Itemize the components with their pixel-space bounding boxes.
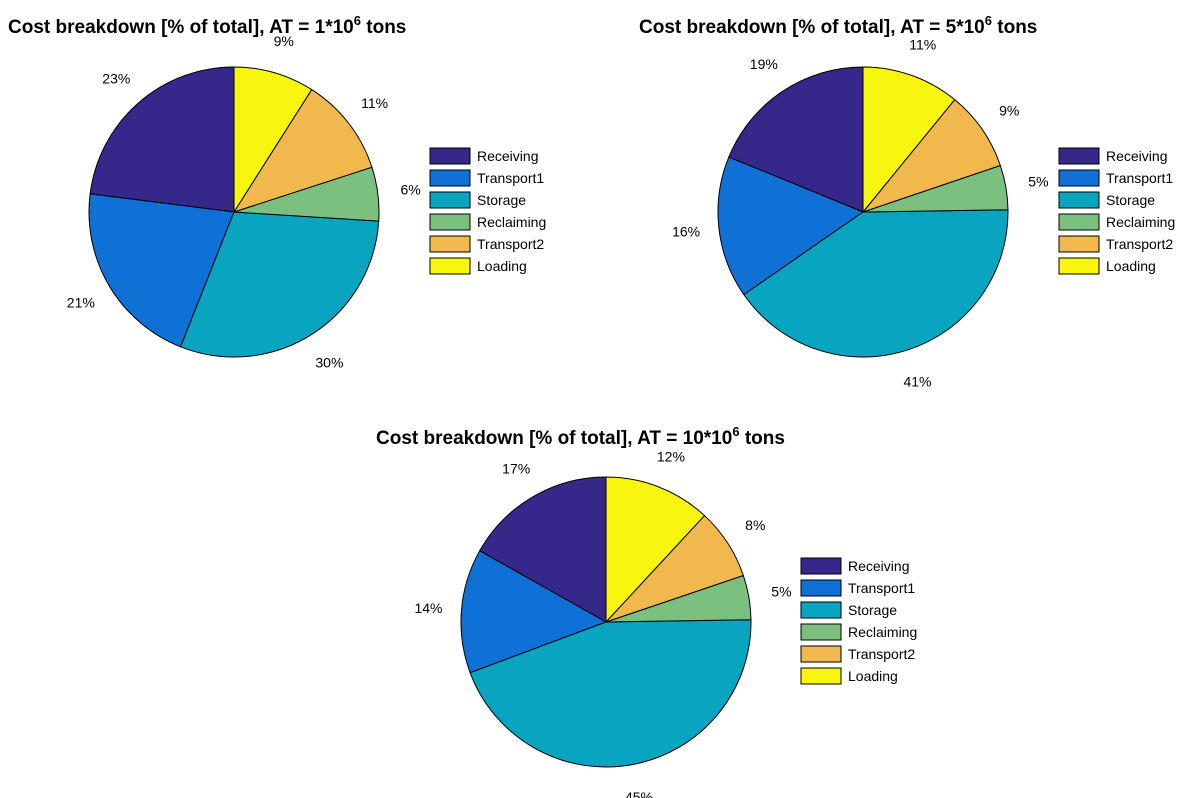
pie-slice-transport2 [861,98,1001,214]
slice-label-loading: 9% [274,33,294,49]
slice-label-reclaiming: 6% [400,182,420,198]
legend-label-loading: Loading [1106,258,1156,274]
legend-swatch-transport1 [429,169,471,187]
legend-label-receiving: Receiving [848,558,909,574]
legend-label-transport1: Transport1 [1106,170,1173,186]
slice-label-storage: 45% [625,789,653,798]
chart-title-superscript: 6 [732,424,739,439]
legend-swatch-transport1 [1058,169,1100,187]
legend-swatch-transport2 [800,645,842,663]
chart-title-main: Cost breakdown [% of total], AT = 5*10 [639,17,985,38]
pie-slice-loading [605,476,706,624]
chart-title-suffix: tons [992,17,1037,38]
legend-label-storage: Storage [477,192,526,208]
legend-swatch-transport2 [1058,235,1100,253]
slice-label-loading: 12% [657,448,685,464]
pie-slice-receiving [89,66,235,213]
legend-label-reclaiming: Reclaiming [477,214,546,230]
slice-label-transport2: 11% [361,95,388,111]
slice-label-transport1: 16% [672,223,700,239]
chart-title-superscript: 6 [354,13,361,28]
slice-label-receiving: 17% [502,460,530,476]
slice-label-reclaiming: 5% [1028,174,1048,190]
pie-slice-storage [743,209,1009,358]
legend-label-reclaiming: Reclaiming [1106,214,1175,230]
legend-label-storage: Storage [1106,192,1155,208]
pie-slice-receiving [478,476,607,623]
legend-swatch-loading [800,667,842,685]
chart-title: Cost breakdown [% of total], AT = 1*106 … [8,13,406,38]
slice-label-transport2: 9% [999,103,1019,119]
pie-chart-2: Cost breakdown [% of total], AT = 5*106 … [639,13,1175,390]
slice-label-storage: 41% [903,374,931,390]
legend-label-transport2: Transport2 [1106,236,1173,252]
pie-slice-loading [233,66,313,214]
pie-slice-receiving [728,66,864,213]
legend-label-receiving: Receiving [1106,148,1167,164]
chart-title-main: Cost breakdown [% of total], AT = 1*10 [8,17,354,38]
legend-label-transport2: Transport2 [477,236,544,252]
chart-title: Cost breakdown [% of total], AT = 10*106… [376,424,785,449]
pie-slice-transport1 [460,550,608,674]
slice-label-transport1: 14% [414,600,442,616]
legend-label-loading: Loading [477,258,527,274]
slice-label-storage: 30% [315,354,343,370]
chart-title-superscript: 6 [985,13,992,28]
legend: Receiving Transport1 Storage Reclaiming Tran… [800,557,917,685]
slice-label-transport1: 21% [67,295,95,311]
legend-label-transport1: Transport1 [848,580,915,596]
slice-label-reclaiming: 5% [771,584,791,600]
slice-label-transport2: 8% [745,517,765,533]
pie-slice-loading [862,66,956,214]
legend-label-loading: Loading [848,668,898,684]
slice-label-loading: 11% [909,36,936,52]
legend-swatch-loading [1058,257,1100,275]
pie-slice-transport2 [232,88,373,213]
pie-slice-transport1 [717,156,865,296]
legend-label-receiving: Receiving [477,148,538,164]
pie-chart-3: Cost breakdown [% of total], AT = 10*106… [376,424,917,798]
legend-label-transport2: Transport2 [848,646,915,662]
legend-swatch-storage [800,601,842,619]
pie-slice-storage [469,619,752,768]
legend-swatch-transport2 [429,235,471,253]
chart-title: Cost breakdown [% of total], AT = 5*106 … [639,13,1037,38]
legend-label-reclaiming: Reclaiming [848,624,917,640]
pie-slice-transport1 [88,193,235,348]
legend: Receiving Transport1 Storage Reclaiming Tran… [429,147,546,275]
legend-swatch-storage [429,191,471,209]
legend-swatch-reclaiming [429,213,471,231]
legend: Receiving Transport1 Storage Reclaiming Tran… [1058,147,1175,275]
legend-swatch-reclaiming [800,623,842,641]
slice-label-receiving: 19% [750,56,778,72]
legend-swatch-reclaiming [1058,213,1100,231]
legend-swatch-storage [1058,191,1100,209]
pie-chart-1: Cost breakdown [% of total], AT = 1*106 … [8,13,546,370]
legend-label-transport1: Transport1 [477,170,544,186]
legend-swatch-receiving [1058,147,1100,165]
slice-label-receiving: 23% [102,71,130,87]
chart-title-suffix: tons [361,17,406,38]
legend-label-storage: Storage [848,602,897,618]
legend-swatch-receiving [429,147,471,165]
chart-title-main: Cost breakdown [% of total], AT = 10*10 [376,428,732,449]
legend-swatch-loading [429,257,471,275]
legend-swatch-receiving [800,557,842,575]
pie-slice-storage [179,211,380,358]
legend-swatch-transport1 [800,579,842,597]
chart-title-suffix: tons [740,428,785,449]
